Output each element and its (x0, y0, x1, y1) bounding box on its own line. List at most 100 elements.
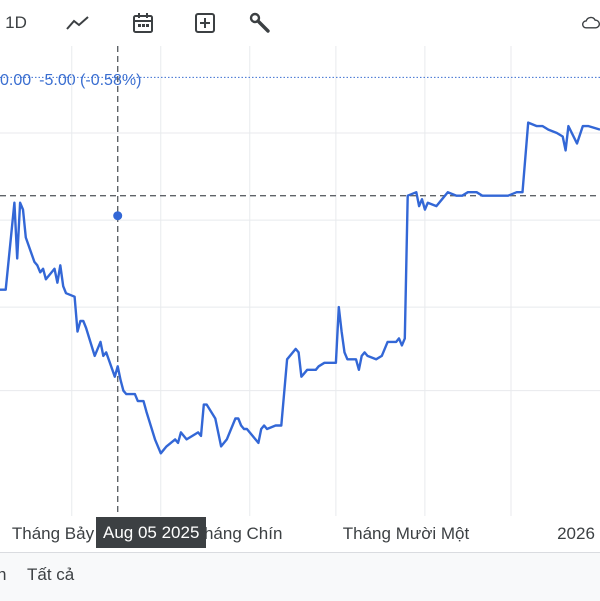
data-point (334, 361, 338, 365)
data-point (420, 197, 424, 201)
x-tick-label: Tháng Bảy (12, 524, 95, 543)
wrench-icon[interactable] (246, 8, 274, 38)
calendar-icon[interactable] (129, 8, 157, 38)
data-point (314, 368, 318, 372)
data-point (540, 124, 544, 128)
data-point (466, 190, 470, 194)
data-point (566, 124, 570, 128)
data-point (153, 437, 157, 441)
data-point (204, 402, 208, 406)
data-point (302, 371, 306, 375)
data-point (460, 194, 464, 198)
data-point (316, 364, 320, 368)
grid-lines (0, 46, 600, 516)
data-point (41, 267, 45, 271)
data-point (164, 444, 168, 448)
data-point (440, 197, 444, 201)
data-point (118, 378, 122, 382)
data-point (403, 336, 407, 340)
data-point (225, 437, 229, 441)
data-point (184, 437, 188, 441)
data-point (141, 399, 145, 403)
range-tab-partial[interactable]: n (0, 565, 7, 584)
data-point (380, 354, 384, 358)
price-chart[interactable]: Tháng Bảy Tháng Chín Tháng Mười Một 2026 (0, 46, 600, 552)
data-point (213, 416, 217, 420)
data-point (4, 288, 8, 292)
readout-change: -5.00 (-0.58%) (39, 72, 142, 89)
data-point (113, 375, 117, 379)
chart-toolbar: 1D (0, 0, 600, 46)
data-point (61, 284, 65, 288)
data-point (35, 263, 39, 267)
data-point (75, 329, 79, 333)
data-point (144, 409, 148, 413)
data-point (121, 388, 125, 392)
data-point (555, 131, 559, 135)
data-point (535, 124, 539, 128)
data-point (81, 319, 85, 323)
data-point (299, 375, 303, 379)
data-point (417, 204, 421, 208)
data-point (173, 437, 177, 441)
data-point (15, 256, 19, 260)
data-point (199, 434, 203, 438)
data-point (500, 194, 504, 198)
data-point (296, 350, 300, 354)
data-point (394, 340, 398, 344)
data-point (362, 350, 366, 354)
price-readout: 0.00 -5.00 (-0.58%) (0, 72, 141, 90)
data-point (515, 190, 519, 194)
data-point (342, 350, 346, 354)
data-point (52, 267, 56, 271)
data-point (586, 124, 590, 128)
data-point (486, 194, 490, 198)
data-point (374, 357, 378, 361)
data-point (494, 194, 498, 198)
data-point (446, 190, 450, 194)
data-point (474, 190, 478, 194)
data-point (256, 441, 260, 445)
data-point (58, 263, 62, 267)
data-point (219, 444, 223, 448)
data-point (44, 277, 48, 281)
data-point (253, 437, 257, 441)
data-point (133, 392, 137, 396)
data-points (0, 120, 600, 455)
data-point (265, 427, 269, 431)
data-point (236, 416, 240, 420)
data-point (434, 204, 438, 208)
data-point (64, 291, 68, 295)
crosshair-point (113, 211, 123, 221)
data-point (18, 200, 22, 204)
data-point (21, 207, 25, 211)
data-point (454, 194, 458, 198)
data-point (179, 430, 183, 434)
data-point (397, 336, 401, 340)
price-series-line (0, 121, 600, 455)
data-point (93, 354, 97, 358)
data-point (239, 423, 243, 427)
data-point (563, 148, 567, 152)
x-tick-label: Tháng Chín (194, 524, 283, 543)
data-point (38, 270, 42, 274)
data-point (480, 194, 484, 198)
data-point (357, 368, 361, 372)
range-tab-all[interactable]: Tất cả (27, 565, 75, 584)
data-point (176, 441, 180, 445)
crosshair-date-label: Aug 05 2025 (96, 517, 207, 548)
add-compare-icon[interactable] (191, 8, 219, 38)
data-point (273, 423, 277, 427)
data-point (24, 235, 28, 239)
data-point (546, 127, 550, 131)
data-point (339, 329, 343, 333)
data-point (385, 340, 389, 344)
interval-button[interactable]: 1D (5, 13, 27, 32)
data-point (262, 423, 266, 427)
x-tick-label: Tháng Mười Một (343, 524, 470, 543)
cloud-icon[interactable] (582, 8, 600, 38)
data-point (104, 350, 108, 354)
data-point (72, 294, 76, 298)
line-chart-icon[interactable] (64, 8, 92, 38)
data-point (575, 141, 579, 145)
